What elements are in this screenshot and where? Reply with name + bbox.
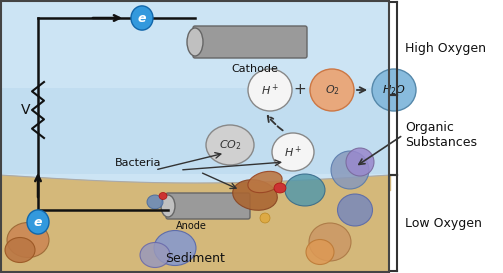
Text: Organic
Substances: Organic Substances [405, 120, 477, 150]
FancyBboxPatch shape [166, 193, 250, 219]
Ellipse shape [206, 125, 254, 165]
Text: e: e [138, 13, 146, 25]
Text: Sediment: Sediment [165, 251, 225, 265]
FancyBboxPatch shape [1, 175, 389, 272]
Ellipse shape [159, 192, 167, 200]
FancyBboxPatch shape [193, 26, 307, 58]
Ellipse shape [346, 148, 374, 176]
Ellipse shape [5, 238, 35, 263]
Ellipse shape [7, 222, 49, 257]
Ellipse shape [260, 213, 270, 223]
FancyBboxPatch shape [1, 1, 389, 175]
Ellipse shape [310, 69, 354, 111]
Ellipse shape [187, 28, 203, 56]
Ellipse shape [306, 239, 334, 265]
Ellipse shape [372, 69, 416, 111]
Text: $H^+$: $H^+$ [284, 144, 302, 160]
Text: V: V [21, 103, 31, 117]
Ellipse shape [161, 195, 175, 217]
Ellipse shape [131, 6, 153, 30]
Ellipse shape [309, 223, 351, 261]
Ellipse shape [338, 194, 373, 226]
Text: $H^+$: $H^+$ [261, 82, 279, 98]
Text: $O_2$: $O_2$ [324, 83, 340, 97]
Text: $H_2O$: $H_2O$ [382, 83, 406, 97]
Ellipse shape [140, 242, 170, 268]
Ellipse shape [147, 195, 163, 209]
Text: High Oxygen: High Oxygen [405, 42, 486, 55]
Text: Cathode: Cathode [231, 64, 279, 74]
Text: Low Oxygen: Low Oxygen [405, 216, 482, 230]
Ellipse shape [248, 69, 292, 111]
Text: +: + [294, 82, 306, 97]
Ellipse shape [272, 133, 314, 171]
Ellipse shape [331, 151, 369, 189]
Text: e: e [34, 216, 42, 230]
FancyBboxPatch shape [1, 88, 389, 174]
Ellipse shape [248, 171, 282, 193]
Ellipse shape [274, 183, 286, 193]
Ellipse shape [154, 230, 196, 266]
Ellipse shape [27, 210, 49, 234]
Ellipse shape [285, 174, 325, 206]
Ellipse shape [233, 180, 277, 210]
Text: Anode: Anode [176, 221, 207, 231]
Text: $CO_2$: $CO_2$ [219, 138, 241, 152]
Text: Bacteria: Bacteria [115, 158, 161, 168]
